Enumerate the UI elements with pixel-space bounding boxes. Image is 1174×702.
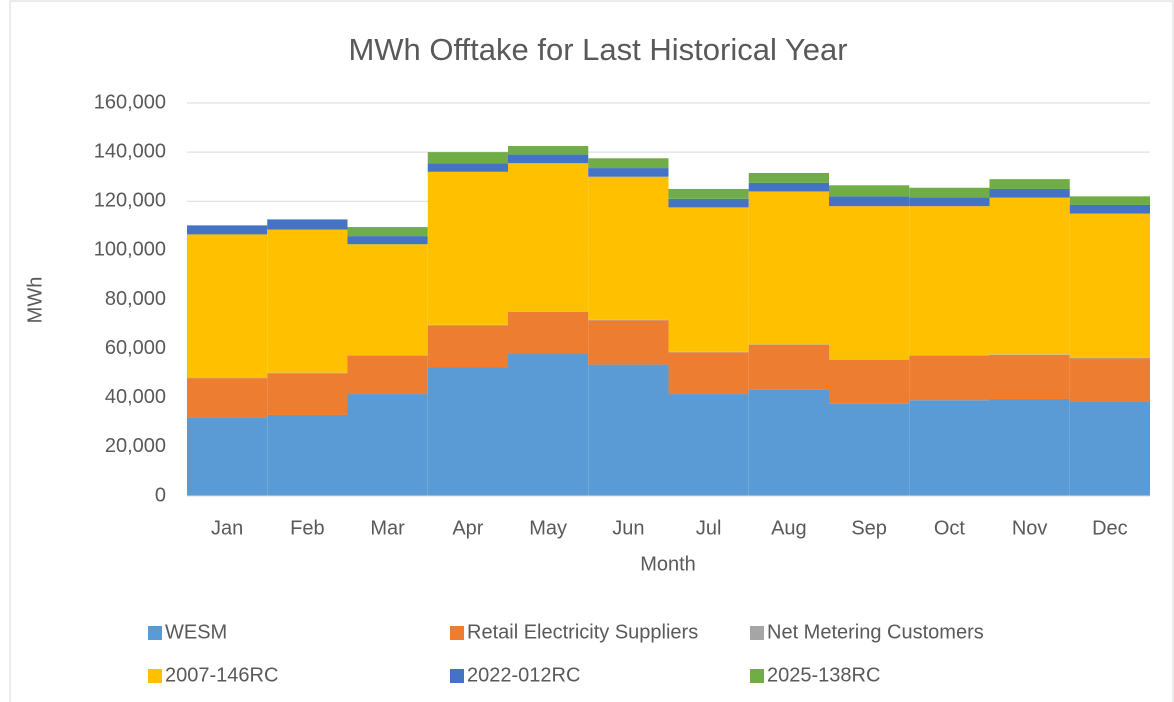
- bar-segment: [1069, 401, 1150, 496]
- y-axis-label: MWh: [24, 277, 46, 324]
- y-tick-label: 40,000: [105, 386, 166, 408]
- bar-segment: [508, 353, 589, 496]
- bar-segment: [267, 414, 348, 496]
- bar-segment: [829, 206, 910, 360]
- bar-segment: [1069, 213, 1150, 358]
- bar-segment: [909, 355, 990, 401]
- bar-segment: [1069, 196, 1150, 205]
- bar-segment: [588, 364, 669, 496]
- bar-segment: [347, 355, 428, 395]
- x-axis-label: Month: [640, 553, 696, 575]
- bar-segment: [427, 163, 508, 172]
- bar-segment: [508, 145, 589, 155]
- y-tick-label: 0: [155, 484, 166, 506]
- bar-segment: [508, 154, 589, 164]
- bar-segment: [187, 417, 268, 496]
- y-tick-label: 140,000: [94, 140, 166, 162]
- legend-label: WESM: [165, 621, 227, 643]
- bar-segment: [588, 168, 669, 177]
- bar-segment: [909, 206, 990, 356]
- bar-segment: [748, 344, 829, 390]
- x-tick-label: Oct: [934, 517, 966, 539]
- y-tick-label: 120,000: [94, 190, 166, 212]
- legend-swatch: [450, 669, 464, 683]
- x-tick-label: Feb: [290, 517, 324, 539]
- legend-swatch: [750, 669, 764, 683]
- bar-segment: [508, 311, 589, 354]
- chart-title: MWh Offtake for Last Historical Year: [348, 32, 847, 67]
- y-tick-label: 100,000: [94, 239, 166, 261]
- x-tick-label: Dec: [1092, 517, 1128, 539]
- legend-label: Net Metering Customers: [767, 621, 984, 643]
- x-tick-label: Aug: [771, 517, 807, 539]
- bar-segment: [909, 187, 990, 198]
- bar-segment: [588, 158, 669, 169]
- bar-segment: [829, 196, 910, 207]
- bar-segment: [427, 325, 508, 368]
- bar-segment: [347, 236, 428, 245]
- x-tick-label: Jul: [696, 517, 722, 539]
- bar-segment: [187, 234, 268, 378]
- bar-segment: [267, 373, 348, 415]
- y-tick-label: 80,000: [105, 288, 166, 310]
- bar-segment: [588, 320, 669, 365]
- bar-segment: [668, 188, 749, 199]
- bar-segment: [989, 398, 1070, 496]
- bar-segment: [909, 400, 990, 496]
- bar-segment: [1069, 204, 1150, 214]
- x-tick-label: Mar: [370, 517, 405, 539]
- bar-segment: [748, 191, 829, 345]
- bar-segment: [748, 173, 829, 183]
- x-tick-label: Nov: [1012, 517, 1048, 539]
- bar-segment: [668, 198, 749, 208]
- bar-segment: [748, 389, 829, 496]
- legend-swatch: [148, 626, 162, 640]
- bar-segment: [427, 367, 508, 496]
- x-tick-label: Jan: [211, 517, 243, 539]
- bar-segment: [668, 207, 749, 352]
- bar-segment: [989, 179, 1070, 189]
- bar-segment: [668, 394, 749, 496]
- bar-segment: [427, 152, 508, 164]
- legend-swatch: [450, 626, 464, 640]
- x-tick-label: Jun: [612, 517, 644, 539]
- bar-segment: [989, 188, 1070, 198]
- y-tick-label: 20,000: [105, 435, 166, 457]
- bar-segment: [427, 171, 508, 325]
- legend-label: 2022-012RC: [467, 664, 580, 686]
- x-tick-label: Sep: [851, 517, 887, 539]
- bar-segment: [989, 197, 1070, 355]
- bar-segment: [508, 163, 589, 312]
- x-tick-label: Apr: [452, 517, 483, 539]
- y-tick-label: 60,000: [105, 337, 166, 359]
- bar-segment: [267, 229, 348, 373]
- y-tick-label: 160,000: [94, 91, 166, 113]
- bar-segment: [668, 352, 749, 395]
- bar-segment: [187, 225, 268, 235]
- bar-segment: [829, 403, 910, 496]
- bar-segment: [748, 182, 829, 192]
- legend-swatch: [148, 669, 162, 683]
- bar-segment: [829, 359, 910, 404]
- legend-label: 2007-146RC: [165, 664, 278, 686]
- bar-segment: [347, 244, 428, 356]
- bar-segment: [588, 176, 669, 320]
- legend-swatch: [750, 626, 764, 640]
- legend-label: 2025-138RC: [767, 664, 880, 686]
- bar-segment: [187, 378, 268, 418]
- bar-segment: [347, 227, 428, 237]
- bar-segment: [267, 219, 348, 230]
- bar-segment: [829, 185, 910, 197]
- bar-segment: [187, 225, 268, 226]
- bar-segment: [989, 354, 1070, 399]
- bar-segment: [1069, 358, 1150, 402]
- legend-label: Retail Electricity Suppliers: [467, 621, 698, 643]
- bar-segment: [347, 394, 428, 496]
- bar-segment: [909, 197, 990, 207]
- x-tick-label: May: [529, 517, 567, 539]
